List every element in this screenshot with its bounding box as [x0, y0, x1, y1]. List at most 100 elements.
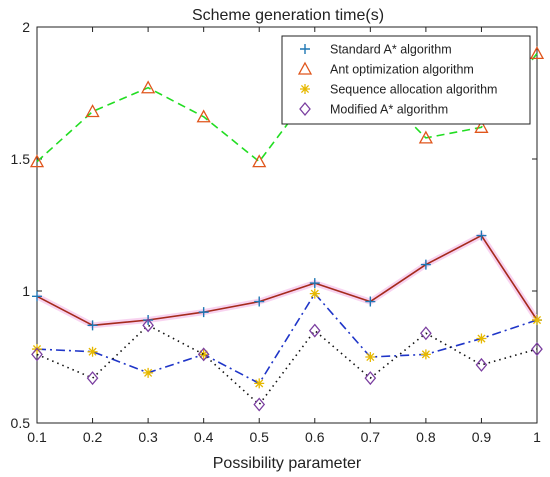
legend-marker — [300, 84, 310, 94]
series-point-0 — [309, 278, 320, 289]
series-point-2 — [143, 367, 154, 378]
series-point-0 — [365, 296, 376, 307]
asterisk-marker-shape — [309, 288, 320, 299]
diamond-marker-shape — [420, 326, 432, 341]
series-point-3 — [253, 397, 266, 412]
plus-marker-shape — [32, 291, 42, 302]
x-tick-label: 0.7 — [361, 429, 381, 445]
plus-marker-shape — [365, 296, 376, 307]
legend-label: Sequence allocation algorithm — [330, 83, 497, 97]
asterisk-marker-shape — [87, 346, 98, 357]
x-tick-label: 1 — [533, 429, 541, 445]
plot-area: 0.1 0.2 0.3 0.4 0.5 0.6 0.7 0.8 0.9 1 0.5 1 1.5 2 — [11, 19, 545, 445]
series-point-1 — [252, 154, 267, 168]
asterisk-marker-shape — [143, 367, 154, 378]
series-point-0 — [32, 291, 42, 302]
diamond-marker-shape — [31, 347, 43, 362]
x-tick-label: 0.1 — [27, 429, 47, 445]
legend-label: Modified A* algorithm — [330, 103, 448, 117]
plus-marker-shape — [198, 307, 209, 318]
series-point-0 — [476, 230, 487, 241]
series-point-2 — [365, 352, 376, 362]
series-point-1 — [529, 46, 545, 60]
triangle-marker-shape — [252, 154, 267, 168]
series-point-3 — [142, 318, 154, 333]
series-point-2 — [476, 333, 487, 344]
legend-label: Ant optimization algorithm — [330, 63, 474, 77]
y-tick-label: 1.5 — [11, 151, 31, 167]
triangle-marker-shape — [196, 109, 211, 123]
series-point-3 — [31, 347, 43, 362]
series-point-3 — [420, 326, 432, 341]
series-point-3 — [197, 347, 210, 362]
x-tick-label: 0.6 — [305, 429, 325, 445]
asterisk-marker-shape — [476, 333, 487, 344]
series-line-1 — [36, 52, 538, 163]
legend-marker — [299, 101, 311, 117]
diamond-marker-shape — [308, 323, 321, 338]
diamond-marker-shape — [86, 371, 99, 386]
legend: Standard A* algorithm Ant optimization al… — [281, 35, 531, 125]
series-point-1 — [196, 109, 211, 123]
series-halo — [35, 232, 540, 329]
legend-marker — [300, 44, 310, 54]
triangle-marker-shape — [141, 80, 156, 94]
series-point-3 — [308, 323, 321, 338]
axes-box — [36, 26, 538, 424]
plus-marker-shape — [420, 259, 431, 270]
plus-marker-shape — [254, 296, 265, 307]
triangle-marker-shape — [297, 61, 313, 75]
diamond-marker-shape — [142, 318, 154, 333]
y-tick-label: 2 — [22, 19, 30, 35]
legend-marker — [297, 61, 313, 75]
series-point-1 — [85, 104, 100, 118]
series-point-1 — [474, 119, 489, 133]
series-point-2 — [309, 288, 320, 299]
series-point-2 — [254, 378, 265, 389]
asterisk-marker-shape — [532, 315, 542, 326]
plus-marker-shape — [300, 44, 310, 54]
triangle-marker-shape — [529, 46, 545, 60]
series-point-0 — [87, 320, 98, 331]
diamond-marker-shape — [475, 357, 488, 372]
series-point-1 — [29, 154, 45, 168]
y-tick-label: 1 — [22, 283, 30, 299]
triangle-marker-shape — [29, 154, 45, 168]
x-tick-label: 0.9 — [472, 429, 492, 445]
plus-marker-shape — [309, 278, 320, 289]
triangle-marker-shape — [474, 119, 489, 133]
series-point-2 — [198, 349, 209, 360]
diamond-marker-shape — [531, 342, 543, 357]
asterisk-marker-shape — [254, 378, 265, 389]
diamond-marker-shape — [197, 347, 210, 362]
asterisk-marker-shape — [198, 349, 209, 360]
diamond-marker-shape — [364, 371, 377, 386]
series-point-3 — [86, 371, 99, 386]
diamond-marker-shape — [299, 101, 311, 117]
diamond-marker-shape — [253, 397, 266, 412]
series-point-1 — [141, 80, 156, 94]
series-point-2 — [532, 315, 542, 326]
x-tick-label: 0.3 — [138, 429, 158, 445]
series-point-0 — [254, 296, 265, 307]
x-tick-label: 0.8 — [416, 429, 436, 445]
asterisk-marker-shape — [420, 349, 431, 360]
series-point-0 — [198, 307, 209, 318]
y-tick-label: 0.5 — [11, 415, 31, 431]
legend-label: Standard A* algorithm — [330, 43, 452, 57]
series-point-3 — [364, 371, 377, 386]
legend-box — [281, 35, 531, 125]
asterisk-marker-shape — [300, 84, 310, 94]
triangle-marker-shape — [418, 130, 433, 144]
series-line-0 — [36, 234, 538, 327]
triangle-marker-shape — [85, 104, 100, 118]
series-point-2 — [87, 346, 98, 357]
x-axis-title: Possibility parameter — [213, 455, 362, 472]
plus-marker-shape — [476, 230, 487, 241]
x-tick-label: 0.5 — [249, 429, 269, 445]
series-point-0 — [420, 259, 431, 270]
series-point-2 — [420, 349, 431, 360]
series-point-3 — [475, 357, 488, 372]
x-tick-label: 0.2 — [83, 429, 103, 445]
